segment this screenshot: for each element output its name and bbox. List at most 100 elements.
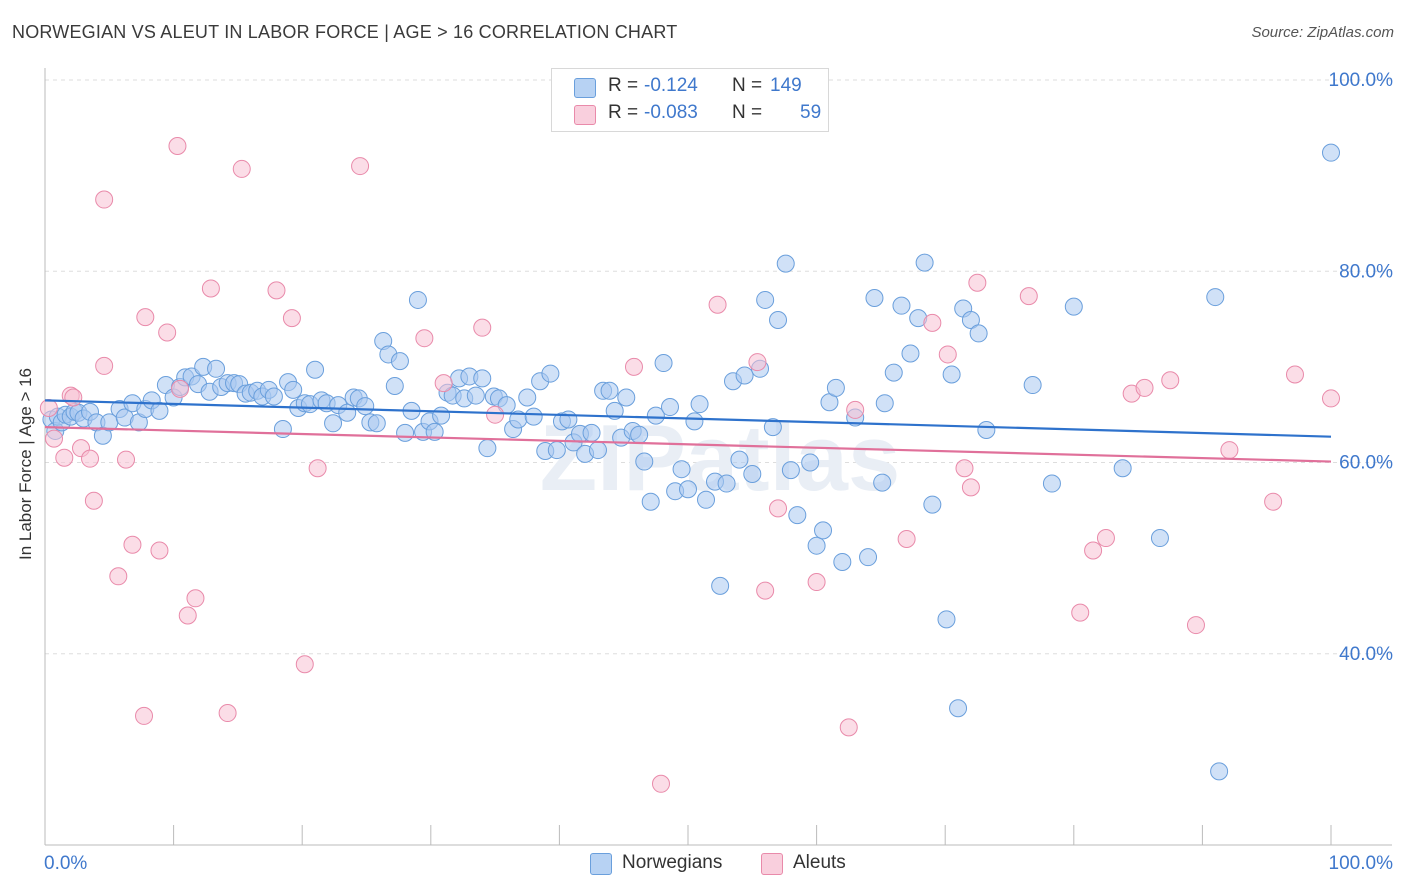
norwegian-point [478, 439, 497, 458]
aleut-point [1220, 441, 1239, 460]
norwegian-point [425, 422, 444, 441]
aleut-point [1019, 287, 1038, 306]
aleut-point [81, 449, 100, 468]
norwegian-point [1150, 529, 1169, 548]
aleut-point [117, 450, 136, 469]
norwegian-point [390, 352, 409, 371]
legend-swatch-pink [761, 853, 783, 875]
norwegian-point [473, 369, 492, 388]
aleut-point [267, 281, 286, 300]
x-tick-label: 0.0% [44, 853, 87, 874]
trend-lines [44, 399, 1332, 463]
norwegian-point [660, 398, 679, 417]
norwegian-point [807, 536, 826, 555]
norwegian-point [961, 311, 980, 330]
norwegian-point [826, 378, 845, 397]
norwegian-point [432, 406, 451, 425]
norwegian-point [873, 473, 892, 492]
aleut-point [756, 581, 775, 600]
aleut-point [84, 491, 103, 510]
aleut-point [1322, 389, 1340, 408]
norwegian-point [685, 412, 704, 431]
aleut-point [839, 718, 858, 737]
norwegian-point [385, 377, 404, 395]
norwegian-point [605, 401, 624, 420]
y-tick-label: 40.0% [1339, 644, 1393, 665]
norwegian-point [524, 407, 543, 426]
aleut-point [807, 573, 826, 592]
norwegian-point [942, 365, 961, 384]
aleut-point [624, 357, 643, 376]
aleut-point [434, 374, 453, 393]
legend-swatch-blue [574, 78, 596, 98]
norwegian-point [735, 366, 754, 385]
series-aleuts [39, 136, 1340, 793]
aleut-point [150, 541, 169, 560]
aleut-point [295, 655, 314, 674]
norwegian-point [1113, 459, 1132, 478]
norwegian-point [697, 490, 716, 509]
aleut-point [201, 279, 220, 298]
norwegian-point [679, 480, 697, 499]
legend-n-value: 149 [770, 75, 802, 96]
aleut-point [923, 313, 942, 332]
norwegian-point [150, 401, 169, 420]
norwegian-point [630, 425, 649, 444]
norwegian-point [338, 403, 357, 422]
legend-swatch-blue [590, 853, 612, 875]
norwegian-point [367, 414, 386, 433]
aleut-point [955, 459, 974, 478]
norwegian-point [875, 394, 894, 413]
norwegian-point [1064, 297, 1083, 316]
norwegian-point [711, 576, 730, 595]
aleut-point [1096, 529, 1115, 548]
norwegian-point [763, 418, 782, 437]
legend-n-label: N = [732, 75, 763, 96]
norwegian-point [977, 420, 996, 439]
aleut-point [1186, 616, 1205, 635]
aleut-point [39, 398, 58, 417]
aleut-point [486, 405, 505, 424]
aleut-point [415, 329, 434, 348]
norwegian-point [1042, 474, 1061, 493]
legend-label-norwegians: Norwegians [622, 852, 723, 873]
norwegian-point [833, 552, 852, 571]
legend-r-label: R = [608, 75, 639, 96]
aleut-point [748, 353, 767, 372]
norwegian-point [264, 387, 283, 406]
norwegian-point [588, 441, 607, 460]
trend-line-norwegians [44, 399, 1332, 438]
y-tick-label: 60.0% [1339, 453, 1393, 474]
norwegian-point [672, 460, 691, 479]
norwegian-point [949, 699, 968, 718]
legend-n-label: N = [732, 102, 763, 123]
norwegian-point [892, 296, 911, 315]
aleut-point [178, 606, 197, 625]
norwegian-point [814, 521, 833, 540]
norwegian-point [654, 354, 673, 373]
norwegian-point [541, 364, 560, 383]
norwegian-point [801, 453, 820, 472]
norwegian-point [884, 363, 903, 382]
aleut-point [158, 323, 177, 342]
norwegian-point [923, 495, 942, 514]
aleut-point [95, 356, 114, 375]
aleut-point [186, 589, 205, 608]
aleut-point [171, 379, 190, 398]
source-label: Source: ZipAtlas.com [1251, 24, 1394, 41]
stats-legend: R = -0.124 N = 149 R = -0.083 N = 59 [551, 68, 829, 132]
aleut-point [168, 136, 187, 155]
aleut-point [897, 530, 916, 548]
x-tick-label: 100.0% [1329, 853, 1394, 874]
norwegian-point [1322, 143, 1340, 162]
aleut-point [45, 429, 64, 448]
aleut-point [218, 704, 237, 723]
norwegian-point [756, 290, 775, 309]
tick-labels: 40.0% 60.0% 80.0% 100.0% 0.0% 100.0% [44, 70, 1393, 874]
aleut-point [968, 273, 987, 292]
norwegian-point [859, 548, 878, 567]
norwegian-point [776, 254, 795, 273]
norwegian-point [641, 492, 660, 511]
norwegian-point [600, 381, 619, 400]
